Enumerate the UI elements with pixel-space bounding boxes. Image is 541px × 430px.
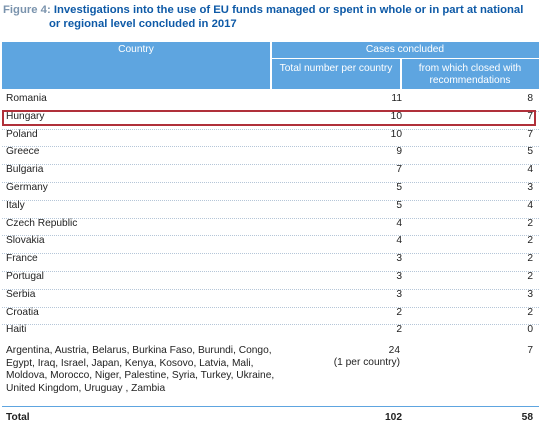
- table-row: Czech Republic 4 2: [2, 218, 539, 237]
- header-divider-horizontal: [272, 58, 539, 59]
- figure-label: Figure 4:: [3, 4, 51, 16]
- cell-country: Serbia: [6, 288, 36, 300]
- cell-closed: 2: [527, 235, 533, 247]
- cell-closed: 2: [527, 271, 533, 282]
- table-row: Romania 11 8: [2, 93, 539, 112]
- cell-closed: 2: [527, 217, 533, 229]
- header-divider-vertical: [270, 42, 272, 89]
- cell-closed: 5: [527, 146, 533, 158]
- cell-closed: 7: [527, 110, 533, 122]
- cell-total-value: 3: [396, 253, 402, 265]
- multi-country-total-value: 24: [388, 345, 400, 356]
- multi-country-note: (1 per country): [333, 357, 400, 368]
- cell-total-value: 3: [396, 271, 402, 282]
- cell-closed: 4: [527, 164, 533, 176]
- cell-total-value: 4: [396, 217, 402, 229]
- multi-country-total: 24 (1 per country): [272, 345, 400, 368]
- cell-closed: 7: [527, 128, 533, 140]
- cell-closed: 3: [527, 288, 533, 300]
- table-row: Greece 9 5: [2, 146, 539, 166]
- table-row: Hungary 10 7: [2, 111, 539, 130]
- cell-total-value: 10: [390, 110, 402, 122]
- table-row: Poland 10 7: [2, 129, 539, 148]
- cell-country: Romania: [6, 93, 47, 104]
- cell-closed: 0: [527, 324, 533, 336]
- total-closed: 58: [521, 412, 533, 423]
- cell-country: Slovakia: [6, 235, 45, 247]
- cell-closed: 4: [527, 199, 533, 211]
- cell-closed: 2: [527, 253, 533, 265]
- cell-total-value: 2: [396, 306, 402, 318]
- table-row: Portugal 3 2: [2, 271, 539, 290]
- cell-total-value: 7: [396, 164, 402, 176]
- multi-country-list: Argentina, Austria, Belarus, Burkina Fas…: [6, 345, 275, 394]
- figure-title-line2: or regional level concluded in 2017: [49, 18, 237, 30]
- cell-total-value: 3: [396, 288, 402, 300]
- cell-total-value: 11: [391, 93, 402, 104]
- header-divider-subcol: [400, 59, 402, 89]
- cell-country: Croatia: [6, 306, 39, 318]
- table-row: Italy 5 4: [2, 200, 539, 219]
- cell-country: Poland: [6, 128, 38, 140]
- cell-country: Italy: [6, 199, 25, 211]
- cell-total-value: 4: [396, 235, 402, 247]
- cell-total-value: 2: [396, 324, 402, 336]
- multi-country-closed: 7: [527, 345, 533, 356]
- table-row: Slovakia 4 2: [2, 235, 539, 255]
- cell-country: Haiti: [6, 324, 27, 336]
- column-header-country: Country: [118, 44, 154, 55]
- cell-closed: 8: [527, 93, 533, 104]
- figure-title: Figure 4: Investigations into the use of…: [3, 3, 533, 31]
- highlight-box: [2, 110, 536, 126]
- figure-title-line1: Investigations into the use of EU funds …: [53, 4, 524, 16]
- cell-country: Portugal: [6, 271, 44, 282]
- total-cases-value: 102: [385, 412, 402, 423]
- table-row: France 3 2: [2, 253, 539, 272]
- cell-country: Hungary: [6, 110, 45, 122]
- table-row: Bulgaria 7 4: [2, 164, 539, 183]
- column-header-closed: from which closed with recommendations: [418, 63, 522, 86]
- cell-total-value: 5: [396, 199, 402, 211]
- cell-country: Germany: [6, 182, 48, 193]
- cell-closed: 3: [527, 182, 533, 193]
- cell-total-value: 5: [396, 182, 402, 193]
- table-row: Serbia 3 3: [2, 289, 539, 308]
- cell-country: France: [6, 253, 38, 265]
- cell-total-value: 10: [390, 128, 402, 140]
- cell-country: Greece: [6, 146, 40, 158]
- cell-total-value: 9: [396, 146, 402, 158]
- total-label: Total: [6, 412, 30, 423]
- table-row: Germany 5 3: [2, 182, 539, 201]
- column-header-total: Total number per country: [279, 63, 393, 74]
- total-row: Total 102 58: [2, 406, 539, 429]
- table-row: Croatia 2 2: [2, 307, 539, 326]
- table-row: Haiti 2 0: [2, 324, 539, 342]
- cell-closed: 2: [527, 306, 533, 318]
- cell-country: Czech Republic: [6, 217, 78, 229]
- column-header-cases: Cases concluded: [365, 44, 445, 55]
- cell-country: Bulgaria: [6, 164, 44, 176]
